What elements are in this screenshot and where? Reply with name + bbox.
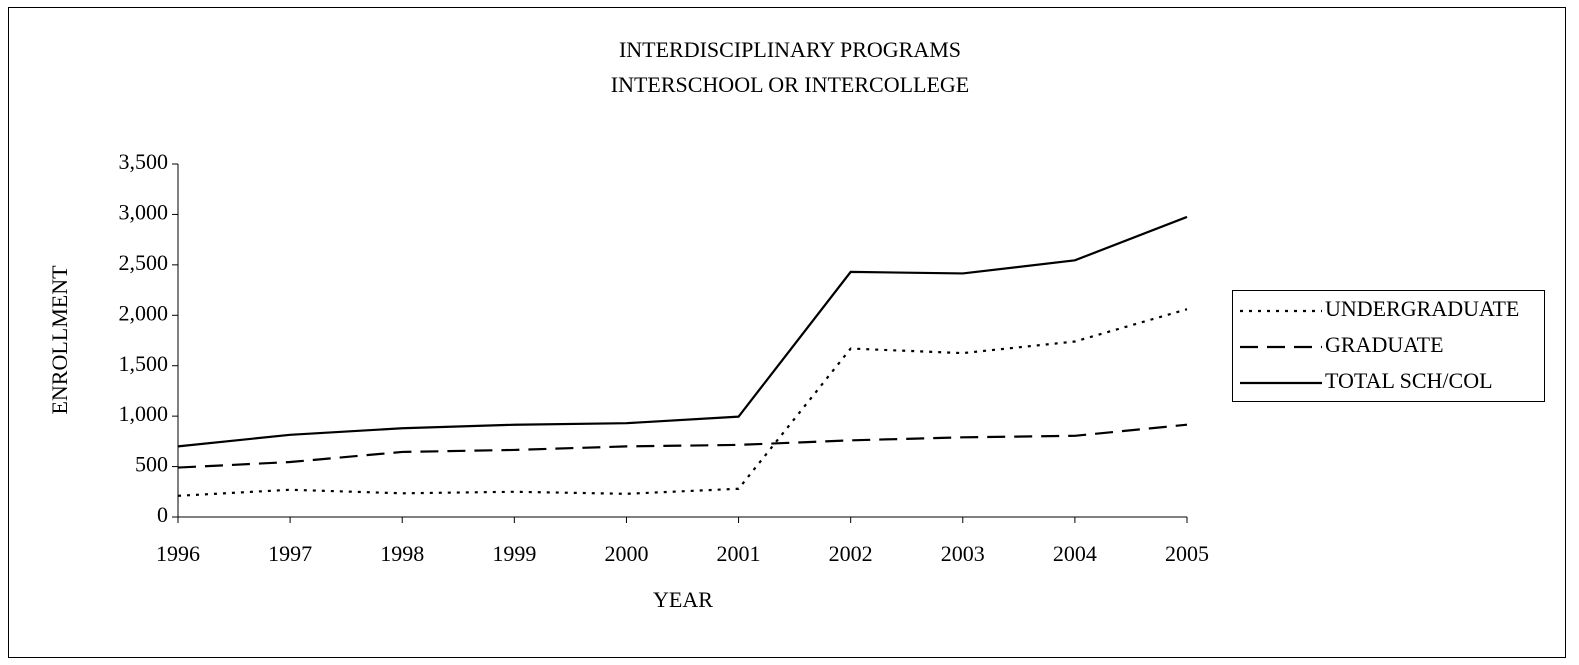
- x-axis-label: YEAR: [653, 587, 713, 612]
- legend-label: UNDERGRADUATE: [1325, 296, 1519, 321]
- series-line: [177, 308, 1188, 497]
- y-tick-label: 1,000: [119, 401, 169, 426]
- x-tick-label: 2004: [1053, 541, 1097, 566]
- x-tick-label: 2000: [604, 541, 648, 566]
- y-tick-label: 2,500: [119, 250, 169, 275]
- x-tick-label: 2005: [1165, 541, 1209, 566]
- chart-title: INTERSCHOOL OR INTERCOLLEGE: [611, 72, 970, 97]
- y-tick-label: 500: [135, 452, 168, 477]
- series-line: [177, 423, 1188, 469]
- x-tick-label: 1999: [492, 541, 536, 566]
- series-line: [177, 215, 1188, 448]
- x-tick-label: 2003: [941, 541, 985, 566]
- y-axis-label: ENROLLMENT: [47, 265, 72, 415]
- y-tick-label: 3,000: [119, 199, 169, 224]
- x-tick-label: 1998: [380, 541, 424, 566]
- chart-border: [8, 7, 1566, 658]
- y-tick-label: 2,000: [119, 300, 169, 325]
- legend-label: GRADUATE: [1325, 332, 1444, 357]
- chart-title: INTERDISCIPLINARY PROGRAMS: [619, 37, 961, 62]
- legend-label: TOTAL SCH/COL: [1325, 368, 1493, 393]
- x-tick-label: 1997: [268, 541, 312, 566]
- x-tick-label: 1996: [156, 541, 200, 566]
- x-tick-label: 2002: [829, 541, 873, 566]
- x-tick-label: 2001: [717, 541, 761, 566]
- y-tick-label: 1,500: [119, 351, 169, 376]
- y-tick-label: 0: [157, 502, 168, 527]
- y-tick-label: 3,500: [119, 149, 169, 174]
